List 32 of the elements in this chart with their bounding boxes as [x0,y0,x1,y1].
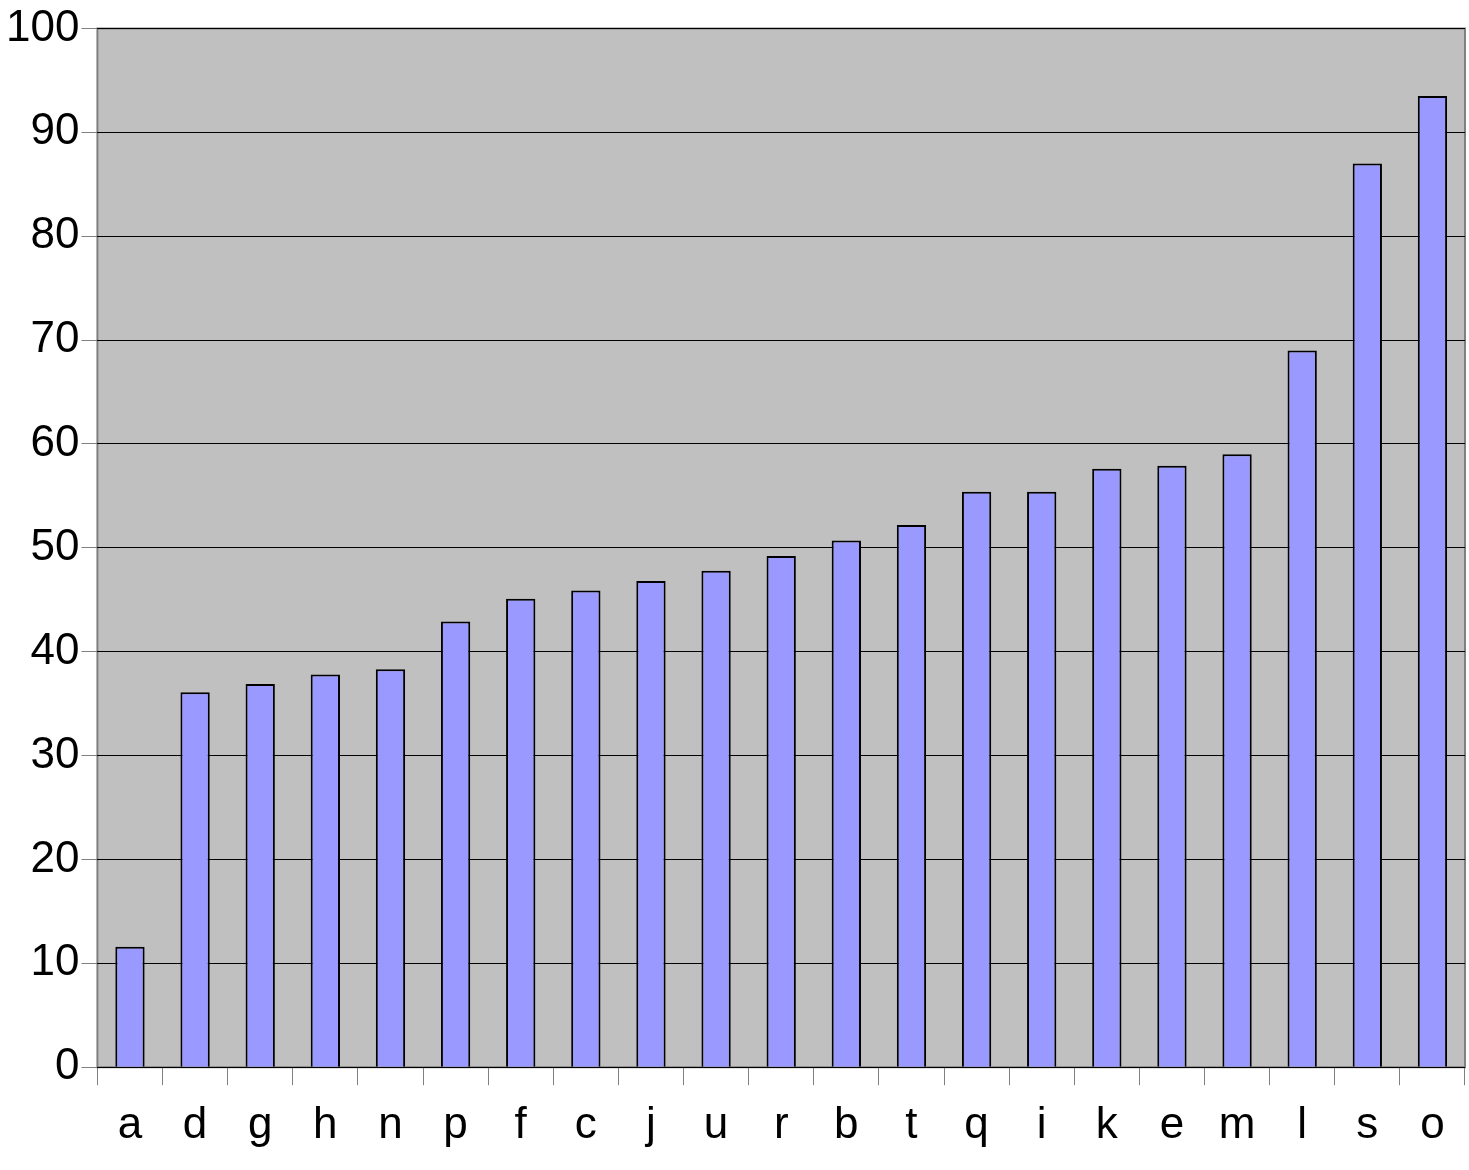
x-tick-label: a [117,1097,143,1147]
y-tick-label: 60 [30,416,80,466]
x-tick-label: m [1218,1097,1256,1147]
y-tick-label: 40 [30,623,80,673]
x-tick-label: r [773,1097,789,1147]
x-tick-label: g [247,1097,273,1147]
x-tick-label: p [443,1097,468,1147]
x-tick-label: d [182,1097,208,1147]
x-tick-label: l [1297,1097,1308,1147]
x-tick-label: k [1095,1097,1119,1147]
x-tick-label: i [1036,1097,1047,1147]
x-tick-label: t [905,1097,918,1147]
x-tick-label: n [378,1097,403,1147]
x-tick-label: q [964,1097,989,1147]
x-tick-label: e [1159,1097,1185,1147]
x-tick-label: h [313,1097,338,1147]
y-tick-label: 20 [30,831,80,881]
y-tick-label: 0 [54,1039,80,1089]
y-tick-label: 10 [30,935,80,985]
x-tick-label: o [1420,1097,1445,1147]
y-tick-label: 30 [30,727,80,777]
y-tick-label: 90 [30,104,80,154]
y-tick-label: 80 [30,208,80,258]
x-tick-label: f [514,1097,528,1147]
y-tick-label: 100 [5,0,80,50]
x-tick-label: s [1356,1097,1379,1147]
y-tick-label: 70 [30,312,80,362]
x-tick-label: u [703,1097,729,1147]
y-tick-label: 50 [30,519,80,569]
x-tick-label: j [644,1097,656,1147]
x-tick-label: b [834,1097,859,1147]
x-tick-label: c [574,1097,597,1147]
